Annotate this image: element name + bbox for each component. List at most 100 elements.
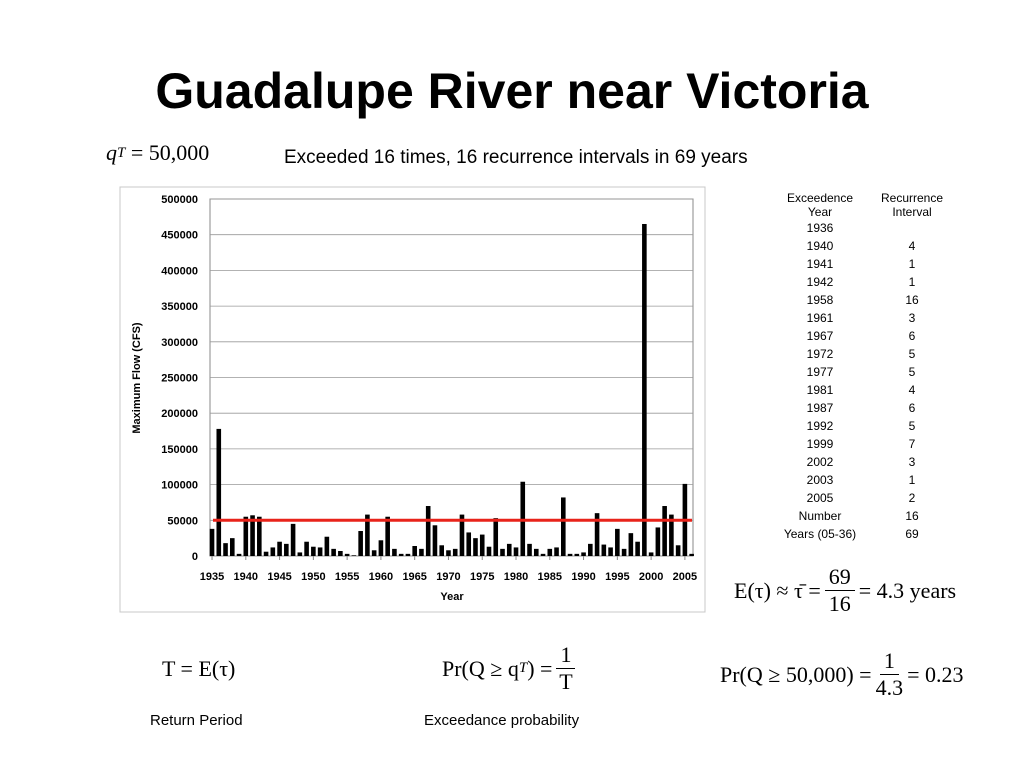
table-cell: 1972 bbox=[806, 347, 834, 361]
bar bbox=[662, 506, 667, 556]
bar bbox=[486, 546, 492, 556]
y-tick-label: 400000 bbox=[161, 265, 198, 277]
bar bbox=[466, 532, 472, 556]
bar bbox=[324, 536, 330, 556]
bar bbox=[317, 547, 323, 556]
table-row: 1940 4 bbox=[774, 237, 958, 255]
bar bbox=[209, 528, 215, 556]
table-cell: 1987 bbox=[806, 401, 834, 415]
bar bbox=[669, 514, 674, 556]
numerator: 1 bbox=[879, 648, 899, 675]
table-cell: Years (05-36) bbox=[783, 527, 857, 541]
table-cell: 1977 bbox=[806, 365, 834, 379]
bar bbox=[621, 548, 627, 556]
header-cell: Exceedence Year bbox=[786, 191, 854, 219]
bar bbox=[378, 540, 384, 556]
bar bbox=[689, 553, 694, 556]
x-tick-label: 1940 bbox=[234, 571, 258, 583]
bar bbox=[506, 543, 512, 556]
bar bbox=[432, 525, 438, 556]
bar bbox=[257, 516, 262, 556]
y-tick-label: 250000 bbox=[161, 373, 198, 385]
table-cell: 3 bbox=[908, 311, 916, 325]
table-cell: 2002 bbox=[806, 455, 834, 469]
table-header: Exceedence Year Recurrence Interval bbox=[774, 191, 958, 219]
y-tick-label: 150000 bbox=[161, 444, 198, 456]
bar bbox=[642, 223, 647, 557]
bar bbox=[500, 548, 505, 556]
table-row: 2003 1 bbox=[774, 471, 958, 489]
bar bbox=[365, 514, 370, 556]
table-cell: 7 bbox=[908, 437, 916, 451]
bar bbox=[547, 548, 553, 556]
table-cell: 6 bbox=[908, 329, 916, 343]
table-cell: 5 bbox=[908, 365, 916, 379]
math-text: T = E(τ) bbox=[162, 656, 236, 681]
bar bbox=[419, 548, 424, 556]
bar bbox=[479, 534, 485, 556]
subtitle: Exceeded 16 times, 16 recurrence interva… bbox=[284, 147, 748, 168]
bar bbox=[635, 541, 640, 556]
table-cell: 4 bbox=[908, 239, 916, 253]
table-cell: 1 bbox=[908, 473, 916, 487]
caption: Exceedance probability bbox=[424, 712, 580, 729]
bar bbox=[344, 553, 350, 556]
x-tick-label: 1985 bbox=[538, 571, 562, 583]
bar bbox=[270, 547, 276, 556]
header-cell: Recurrence Interval bbox=[880, 191, 944, 219]
bar bbox=[527, 543, 532, 556]
table-cell: 1936 bbox=[806, 221, 834, 235]
x-tick-label: 1945 bbox=[267, 571, 291, 583]
numerator: 1 bbox=[556, 642, 576, 669]
table-cell: 1958 bbox=[806, 293, 834, 307]
probability-formula: Pr(Q ≥ 50,000) = 1 4.3 = 0.23 bbox=[720, 648, 964, 701]
table-row: 1941 1 bbox=[774, 255, 958, 273]
table-cell: 16 bbox=[905, 509, 919, 523]
y-tick-label: 350000 bbox=[161, 301, 198, 313]
table-row: 1977 5 bbox=[774, 363, 958, 381]
bar bbox=[311, 546, 316, 556]
table-cell: 2003 bbox=[806, 473, 834, 487]
bar bbox=[216, 428, 222, 556]
bar bbox=[601, 544, 607, 556]
y-tick-label: 500000 bbox=[161, 194, 198, 206]
table-cell: 2 bbox=[908, 491, 916, 505]
mean-formula: E(τ) ≈ τ̄ = 69 16 = 4.3 years bbox=[734, 564, 956, 617]
bar bbox=[439, 545, 445, 556]
x-tick-label: 1955 bbox=[335, 571, 359, 583]
bar bbox=[297, 552, 303, 556]
table-row: 1992 5 bbox=[774, 417, 958, 435]
table-cell: 69 bbox=[905, 527, 919, 541]
math-text: = 0.23 bbox=[907, 661, 964, 687]
math-text: = 50,000 bbox=[130, 140, 210, 165]
math-sub: T bbox=[518, 660, 528, 676]
x-tick-label: 1965 bbox=[402, 571, 426, 583]
bar bbox=[615, 528, 620, 556]
x-tick-label: 1990 bbox=[571, 571, 595, 583]
table-row: Years (05-36) 69 bbox=[774, 525, 958, 543]
bar bbox=[533, 548, 539, 556]
table-cell: 5 bbox=[908, 419, 916, 433]
table-row: 2002 3 bbox=[774, 453, 958, 471]
y-tick-label: 50000 bbox=[167, 515, 198, 527]
bar bbox=[567, 553, 573, 556]
table-cell: 6 bbox=[908, 401, 916, 415]
bar bbox=[358, 531, 363, 556]
caption: Return Period bbox=[150, 712, 243, 729]
math-text: E(τ) ≈ τ̄ = bbox=[734, 577, 821, 603]
x-tick-label: 1960 bbox=[369, 571, 393, 583]
y-tick-label: 300000 bbox=[161, 337, 198, 349]
math-var: q bbox=[106, 140, 117, 165]
bar bbox=[351, 555, 357, 556]
bar bbox=[594, 513, 600, 556]
y-tick-label: 0 bbox=[192, 551, 198, 563]
table-row: 1972 5 bbox=[774, 345, 958, 363]
table-cell: 1940 bbox=[806, 239, 834, 253]
x-tick-label: 2005 bbox=[673, 571, 697, 583]
bar bbox=[425, 506, 431, 556]
table-cell: 16 bbox=[905, 293, 919, 307]
bar bbox=[513, 547, 519, 556]
